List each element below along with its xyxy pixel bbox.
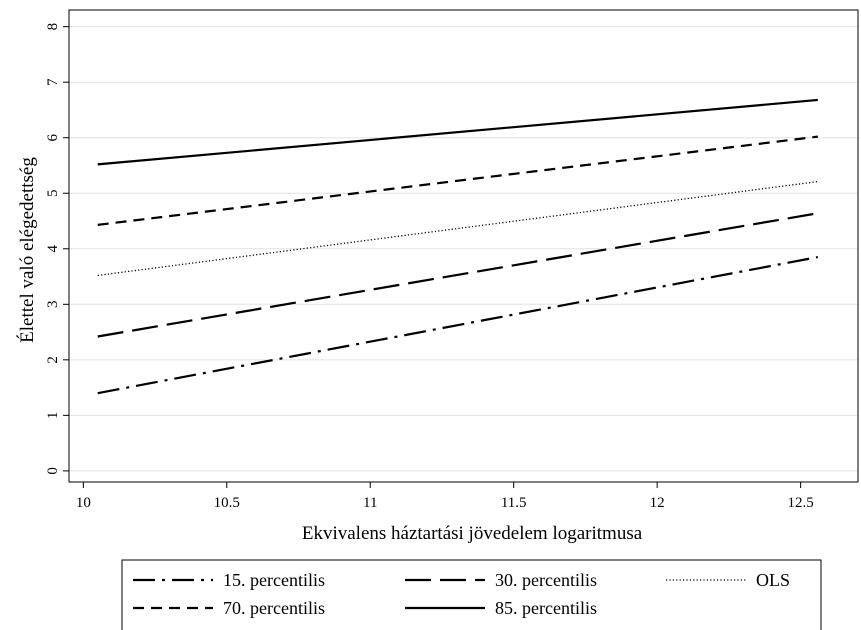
y-axis-title: Élettel való elégedettség <box>16 157 38 343</box>
y-tick-label: 7 <box>45 78 61 86</box>
gridlines <box>69 26 858 472</box>
series-line-4 <box>97 135 818 226</box>
x-tick-label: 12 <box>650 495 665 511</box>
legend-box <box>121 559 822 630</box>
plot-frame <box>68 9 859 483</box>
legend-label-5: 85. percentilis <box>495 598 597 618</box>
legend: 15. percentilis 30. percentilis OLS 70. per… <box>121 559 822 630</box>
y-tick-label: 8 <box>45 23 61 31</box>
x-tick-label: 12.5 <box>787 495 813 511</box>
y-tick-label: 5 <box>45 189 61 197</box>
y-tick-label: 2 <box>45 356 61 364</box>
series-line-1 <box>97 256 819 395</box>
legend-label-3: OLS <box>756 570 790 590</box>
x-tick-label: 10 <box>76 495 91 511</box>
series-line-5 <box>97 98 818 166</box>
series-line-3 <box>97 180 818 277</box>
y-tick-label: 0 <box>45 467 61 475</box>
legend-label-1: 15. percentilis <box>223 570 325 590</box>
x-tick-label: 11 <box>363 495 377 511</box>
x-axis-title: Ekvivalens háztartási jövedelem logaritm… <box>302 523 643 544</box>
series-line-2 <box>97 212 819 338</box>
x-tick-label: 11.5 <box>501 495 527 511</box>
y-tick-label: 4 <box>45 245 61 253</box>
legend-label-4: 70. percentilis <box>223 598 325 618</box>
x-tick-label: 10.5 <box>214 495 240 511</box>
y-tick-label: 6 <box>45 133 61 141</box>
series-lines <box>97 98 819 395</box>
legend-label-2: 30. percentilis <box>495 570 597 590</box>
y-tick-label: 3 <box>45 301 61 309</box>
y-tick-label: 1 <box>45 412 61 420</box>
